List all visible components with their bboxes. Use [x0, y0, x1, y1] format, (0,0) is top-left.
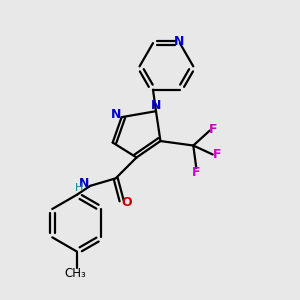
- Text: N: N: [79, 177, 89, 190]
- Text: N: N: [111, 108, 122, 121]
- Text: O: O: [122, 196, 132, 209]
- Text: F: F: [192, 167, 200, 179]
- Text: N: N: [173, 35, 184, 48]
- Text: N: N: [151, 99, 161, 112]
- Text: F: F: [209, 123, 218, 136]
- Text: F: F: [213, 148, 221, 161]
- Text: H: H: [75, 183, 83, 193]
- Text: CH₃: CH₃: [64, 267, 86, 280]
